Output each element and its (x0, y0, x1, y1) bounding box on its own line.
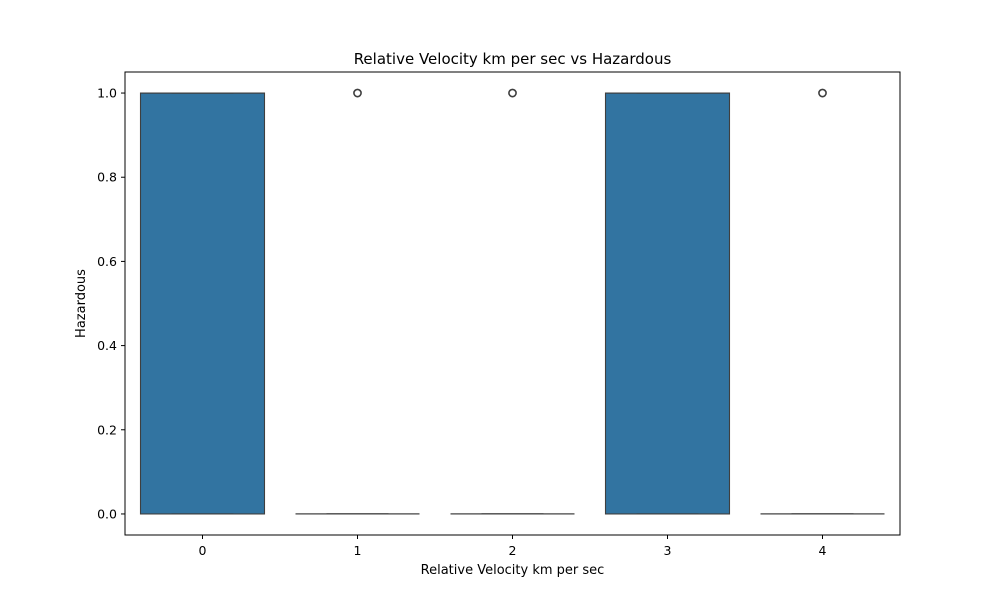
y-tick-label: 0.8 (97, 170, 117, 185)
boxes-layer (139, 88, 885, 515)
box-0 (139, 92, 266, 515)
outlier-point (353, 88, 362, 98)
x-tick-label: 4 (819, 543, 827, 558)
y-axis-ticks: 0.0 0.2 0.4 0.6 0.8 1.0 (97, 86, 125, 521)
x-tick-label: 1 (354, 543, 362, 558)
x-axis-label: Relative Velocity km per sec (421, 563, 605, 578)
y-axis-label: Hazardous (74, 269, 89, 338)
y-tick-label: 0.6 (97, 254, 117, 269)
y-tick-label: 0.2 (97, 422, 117, 437)
y-tick-label: 0.4 (97, 338, 117, 353)
outlier-point (818, 88, 827, 98)
x-tick-label: 0 (199, 543, 207, 558)
chart-title: Relative Velocity km per sec vs Hazardou… (354, 50, 672, 68)
y-tick-label: 0.0 (97, 506, 117, 521)
x-axis-ticks: 0 1 2 3 4 (199, 535, 827, 558)
box-group-3 (604, 92, 731, 515)
box-group-0 (139, 92, 266, 515)
x-tick-label: 3 (664, 543, 672, 558)
y-tick-label: 1.0 (97, 86, 117, 101)
box-group-4 (760, 88, 885, 515)
outlier-point (508, 88, 517, 98)
box-3 (604, 92, 731, 515)
box-group-2 (450, 88, 575, 515)
plot-frame (124, 71, 901, 536)
box-group-1 (295, 88, 420, 515)
x-tick-label: 2 (509, 543, 517, 558)
